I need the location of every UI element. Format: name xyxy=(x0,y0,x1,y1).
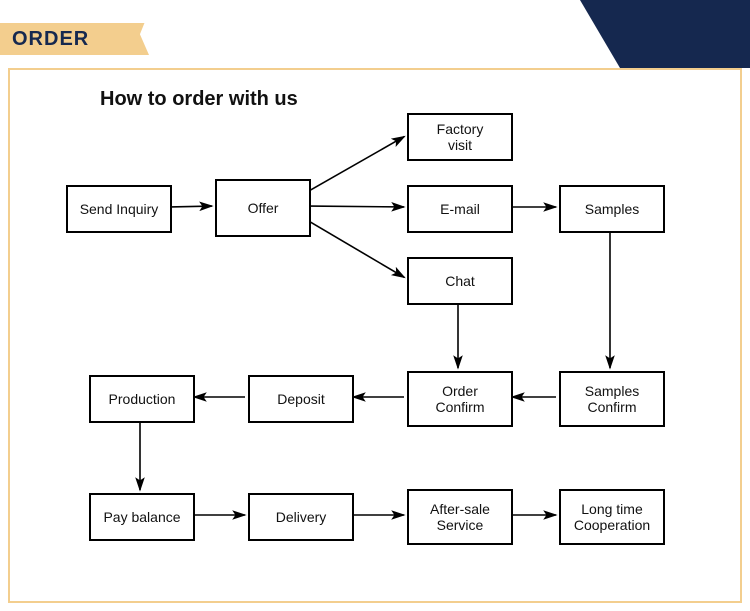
header-navy-strip xyxy=(620,0,750,68)
node-order-confirm: Order Confirm xyxy=(407,371,513,427)
node-offer: Offer xyxy=(215,179,311,237)
stage: ORDER How to order with us Send Inquiry O… xyxy=(0,0,750,611)
header-tab: ORDER xyxy=(0,23,135,55)
node-samples-confirm: Samples Confirm xyxy=(559,371,665,427)
header-tab-label: ORDER xyxy=(12,28,89,51)
node-cooperation: Long time Cooperation xyxy=(559,489,665,545)
node-chat: Chat xyxy=(407,257,513,305)
node-send-inquiry: Send Inquiry xyxy=(66,185,172,233)
node-delivery: Delivery xyxy=(248,493,354,541)
node-production: Production xyxy=(89,375,195,423)
node-factory-visit: Factory visit xyxy=(407,113,513,161)
diagram-title: How to order with us xyxy=(100,88,298,111)
node-samples: Samples xyxy=(559,185,665,233)
node-after-sale: After-sale Service xyxy=(407,489,513,545)
node-deposit: Deposit xyxy=(248,375,354,423)
node-pay-balance: Pay balance xyxy=(89,493,195,541)
node-email: E-mail xyxy=(407,185,513,233)
